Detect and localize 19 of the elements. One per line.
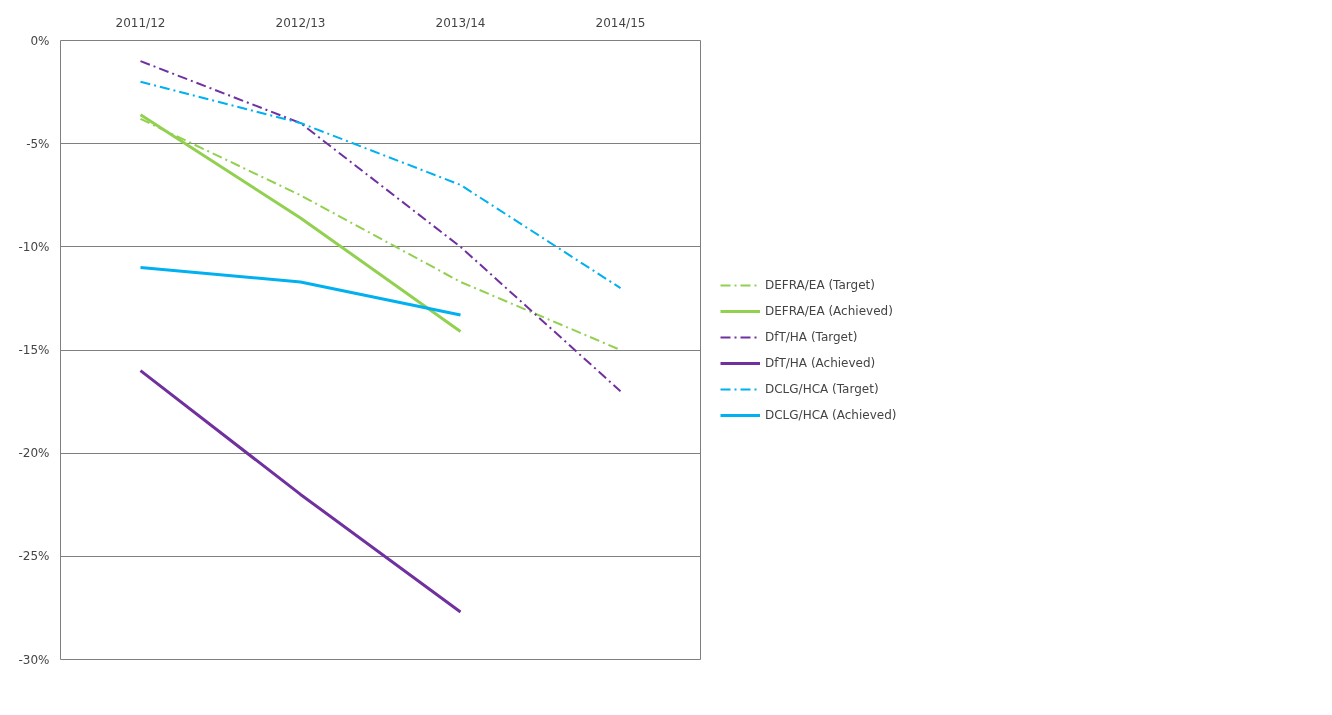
legend-label: DEFRA/EA (Achieved) [765,303,893,318]
y-tick-label: -20% [18,446,50,461]
y-tick-label: 0% [30,33,50,48]
legend-label: DfT/HA (Achieved) [765,355,876,370]
legend-label: DEFRA/EA (Target) [765,277,875,292]
y-tick-label: -25% [18,549,50,564]
x-tick-label: 2011/12 [115,15,166,30]
x-tick-label: 2014/15 [595,15,646,30]
y-tick-label: -5% [26,136,50,151]
x-tick-label: 2013/14 [435,15,486,30]
y-tick-label: -15% [18,343,50,357]
legend-label: DCLG/HCA (Achieved) [765,407,897,422]
y-tick-label: -30% [18,652,50,667]
x-tick-label: 2012/13 [275,15,326,30]
legend-label: DfT/HA (Target) [765,329,858,344]
line-series [139,80,622,290]
line-series [139,60,622,393]
y-tick-label: -10% [18,239,50,254]
legend-label: DCLG/HCA (Target) [765,381,879,396]
